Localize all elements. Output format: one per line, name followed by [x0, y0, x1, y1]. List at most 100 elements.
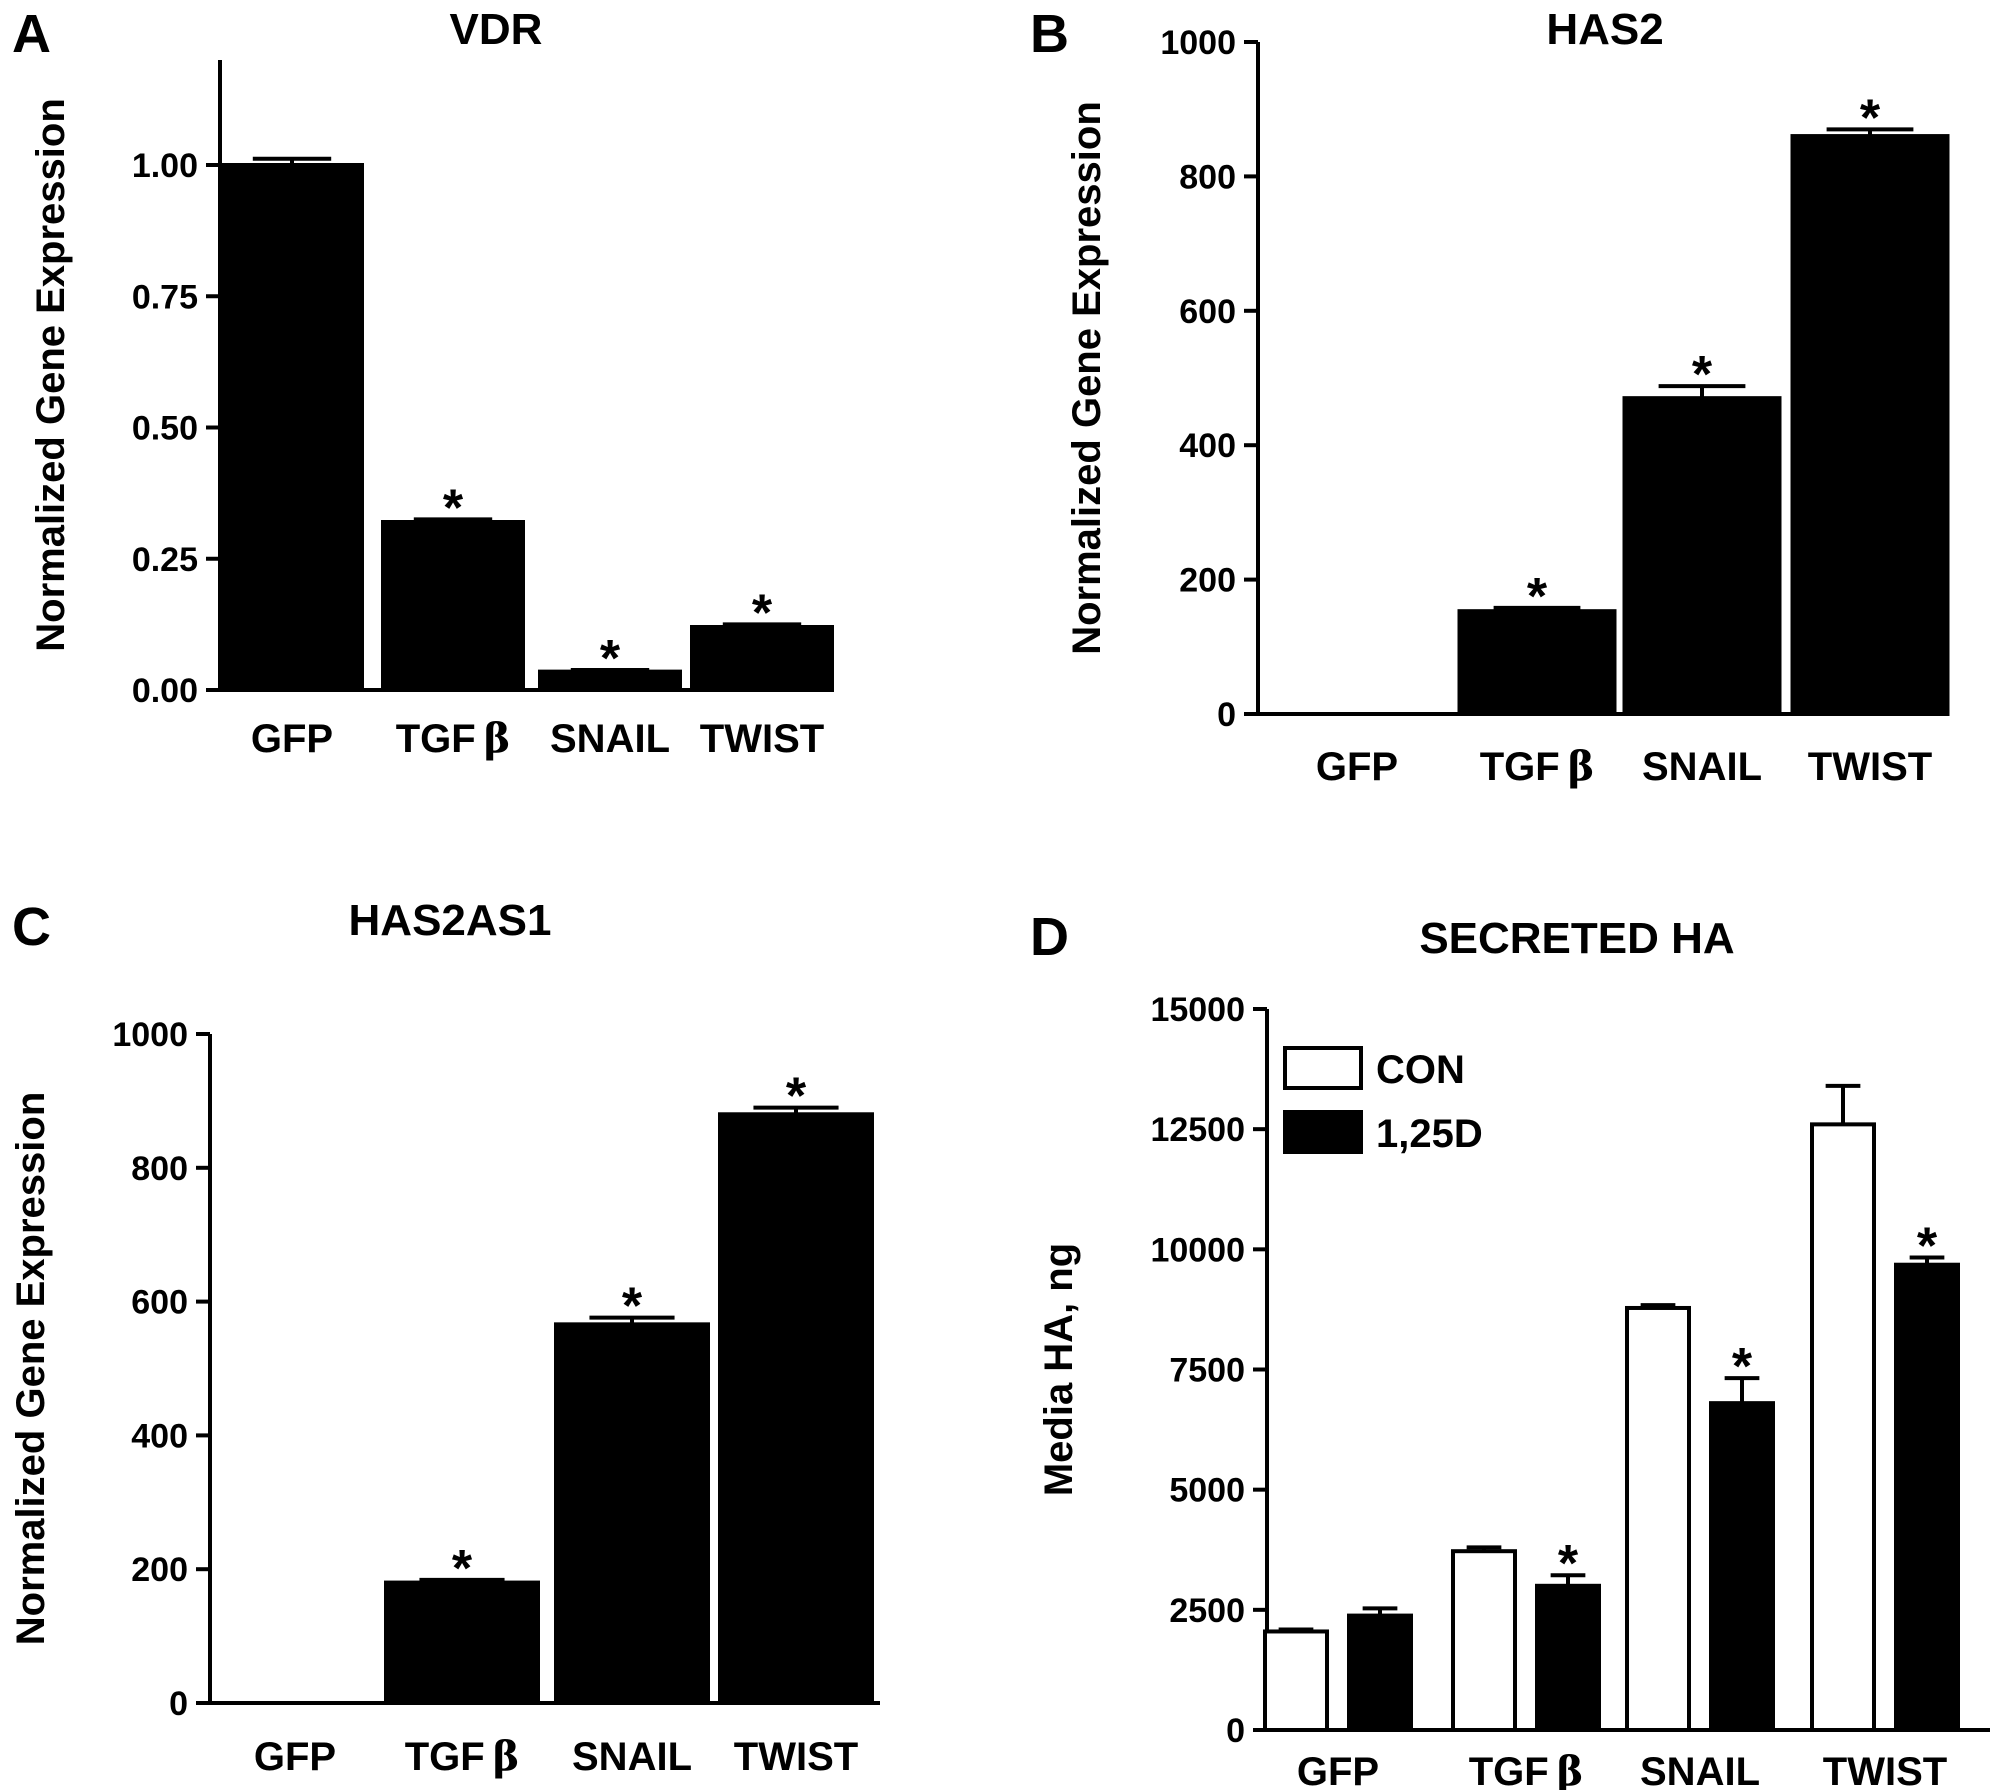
category-label: SNAIL: [572, 1735, 692, 1779]
y-tick-label: 400: [1179, 427, 1236, 465]
category-text: TWIST: [700, 717, 824, 761]
significance-star: *: [786, 1068, 807, 1126]
category-text: TGF: [405, 1735, 485, 1779]
bar: [1622, 396, 1782, 716]
panel-letter: C: [12, 897, 51, 957]
y-tick-label: 1.00: [132, 147, 198, 185]
legend-label: CON: [1376, 1048, 1465, 1092]
chart-title: HAS2: [1546, 5, 1663, 54]
significance-star: *: [600, 630, 621, 688]
y-tick-label: 0.00: [132, 672, 198, 710]
category-suffix: β: [484, 715, 511, 762]
legend-label: 1,25D: [1376, 1112, 1483, 1156]
y-tick-label: 800: [1179, 158, 1236, 196]
category-text: GFP: [1316, 745, 1398, 789]
significance-star: *: [622, 1278, 643, 1336]
chart-title: VDR: [450, 5, 543, 54]
category-text: SNAIL: [550, 717, 670, 761]
category-label: GFP: [254, 1735, 336, 1779]
category-label: GFP: [251, 717, 333, 761]
category-label: TGF β: [396, 715, 511, 762]
y-tick-label: 800: [131, 1150, 188, 1188]
category-label: GFP: [1297, 1750, 1379, 1790]
bar-con: [1810, 1122, 1876, 1732]
category-label: TGF β: [1469, 1748, 1584, 1790]
significance-star: *: [443, 479, 464, 537]
y-tick-label: 0: [169, 1685, 188, 1723]
bar-treated: [1894, 1262, 1960, 1733]
category-text: TGF: [396, 717, 476, 761]
chart-title: SECRETED HA: [1419, 914, 1734, 963]
panel-d: D SECRETED HA Media HA, ng 0 2500 5000 7500 100…: [1030, 907, 1990, 1790]
legend: CON 1,25D: [1283, 1046, 1483, 1156]
bar: [554, 1322, 710, 1705]
significance-star: *: [1917, 1218, 1938, 1276]
significance-star: *: [452, 1540, 473, 1598]
significance-star: *: [1692, 346, 1713, 404]
bar-con: [1625, 1305, 1691, 1732]
category-label: TWIST: [734, 1735, 858, 1779]
category-text: TWIST: [1808, 745, 1932, 789]
category-text: GFP: [251, 717, 333, 761]
bar: [690, 625, 834, 692]
category-label: TWIST: [700, 717, 824, 761]
significance-star: *: [1732, 1338, 1753, 1396]
category-text: GFP: [254, 1735, 336, 1779]
category-text: TWIST: [1823, 1750, 1947, 1790]
category-label: GFP: [1316, 745, 1398, 789]
category-text: SNAIL: [1642, 745, 1762, 789]
panel-b: B HAS2 Normalized Gene Expression 0 200 400 60…: [1030, 4, 1950, 790]
y-tick-label: 15000: [1150, 991, 1245, 1029]
legend-swatch: [1283, 1110, 1363, 1154]
bar-treated: [1535, 1583, 1601, 1733]
panel-c: C HAS2AS1 Normalized Gene Expression 0 200 40…: [9, 896, 880, 1780]
panel-letter: A: [12, 4, 51, 64]
y-tick-label: 7500: [1169, 1352, 1245, 1390]
category-label: SNAIL: [1640, 1750, 1760, 1790]
bar: [381, 520, 525, 692]
bar: [718, 1112, 874, 1705]
bar: [220, 163, 364, 692]
bar-treated: [1709, 1401, 1775, 1732]
category-label: SNAIL: [550, 717, 670, 761]
y-tick-label: 2500: [1169, 1592, 1245, 1630]
category-suffix: β: [1557, 1748, 1584, 1790]
y-tick-label: 0.75: [132, 278, 198, 316]
significance-star: *: [1558, 1535, 1579, 1593]
y-tick-label: 0.25: [132, 541, 198, 579]
y-tick-label: 12500: [1150, 1111, 1245, 1149]
category-suffix: β: [1568, 743, 1595, 790]
y-tick-label: 0: [1226, 1712, 1245, 1750]
y-tick-label: 400: [131, 1417, 188, 1455]
category-label: TGF β: [405, 1733, 520, 1780]
category-text: SNAIL: [572, 1735, 692, 1779]
bar: [1457, 609, 1617, 717]
significance-star: *: [1527, 568, 1548, 626]
panel-letter: B: [1030, 4, 1069, 64]
significance-star: *: [752, 584, 773, 642]
y-tick-label: 200: [131, 1551, 188, 1589]
bar-con: [1451, 1549, 1517, 1733]
category-label: TWIST: [1823, 1750, 1947, 1790]
bar-treated: [1347, 1613, 1413, 1732]
category-label: TWIST: [1808, 745, 1932, 789]
panel-a: A VDR Normalized Gene Expression 0.00 0.25 0.…: [12, 4, 834, 762]
category-text: TGF: [1469, 1750, 1549, 1790]
y-tick-label: 1000: [112, 1016, 188, 1054]
y-tick-label: 200: [1179, 562, 1236, 600]
y-axis-label: Media HA, ng: [1037, 1243, 1081, 1496]
category-suffix: β: [493, 1733, 520, 1780]
category-text: TWIST: [734, 1735, 858, 1779]
y-tick-label: 0: [1217, 696, 1236, 734]
y-axis-label: Normalized Gene Expression: [1065, 101, 1109, 655]
y-tick-label: 1000: [1160, 24, 1236, 62]
category-text: TGF: [1480, 745, 1560, 789]
y-tick-label: 5000: [1169, 1472, 1245, 1510]
category-text: SNAIL: [1640, 1750, 1760, 1790]
category-text: GFP: [1297, 1750, 1379, 1790]
bar-con: [1263, 1629, 1329, 1733]
y-tick-label: 0.50: [132, 410, 198, 448]
y-tick-label: 600: [1179, 293, 1236, 331]
bar: [1790, 134, 1950, 716]
